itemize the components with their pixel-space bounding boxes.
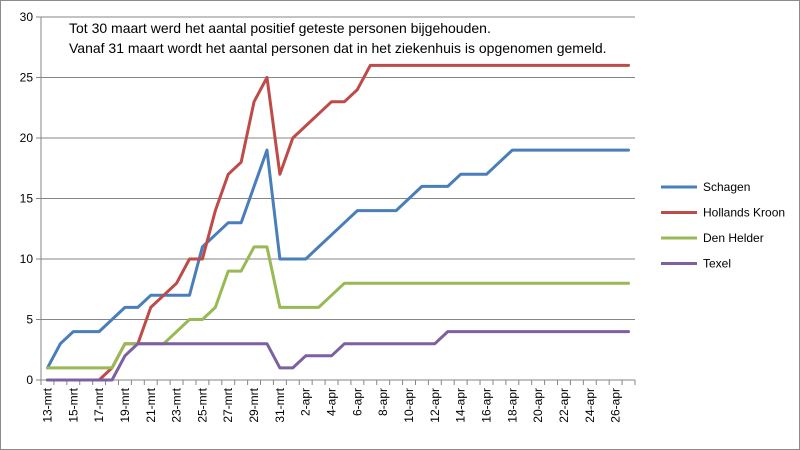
y-axis-ticks: 0 5 10 15 20 25 30	[20, 10, 41, 387]
annotation-line-2: Vanaf 31 maart wordt het aantal personen…	[69, 40, 607, 56]
y-tick-label: 10	[20, 252, 34, 266]
x-tick-label: 4-apr	[325, 388, 339, 416]
gridlines	[41, 16, 635, 320]
x-tick-label: 2-apr	[299, 388, 313, 416]
x-tick-label: 10-apr	[402, 388, 416, 423]
x-tick-label: 15-mrt	[66, 387, 80, 422]
x-tick-label: 18-apr	[505, 388, 519, 423]
x-tick-label: 24-apr	[583, 388, 597, 423]
x-tick-label: 25-mrt	[195, 387, 209, 422]
x-tick-label: 8-apr	[376, 388, 390, 416]
x-tick-label: 27-mrt	[221, 387, 235, 422]
series-line-0	[45, 148, 631, 370]
legend: Schagen Hollands Kroon Den Helder Texel	[661, 180, 785, 271]
x-tick-label: 17-mrt	[92, 387, 106, 422]
y-tick-label: 5	[26, 313, 33, 327]
annotation: Tot 30 maart werd het aantal positief ge…	[69, 20, 607, 56]
y-tick-label: 20	[20, 131, 34, 145]
y-tick-label: 0	[26, 373, 33, 387]
y-tick-label: 30	[20, 10, 34, 24]
x-tick-label: 13-mrt	[40, 387, 54, 422]
x-tick-label: 31-mrt	[273, 387, 287, 422]
legend-label: Schagen	[703, 180, 750, 194]
x-tick-label: 22-apr	[557, 388, 571, 423]
x-axis-ticks: 13-mrt 15-mrt 17-mrt 19-mrt 21-mrt 23-mrt 25-m…	[40, 380, 636, 423]
x-tick-label: 16-apr	[480, 388, 494, 423]
y-tick-label: 15	[20, 192, 34, 206]
annotation-line-1: Tot 30 maart werd het aantal positief ge…	[69, 20, 491, 36]
x-tick-label: 14-apr	[454, 388, 468, 423]
series-lines	[45, 63, 631, 382]
legend-label: Hollands Kroon	[703, 206, 785, 220]
x-tick-label: 19-mrt	[118, 387, 132, 422]
series-line-1	[45, 63, 631, 382]
x-tick-label: 12-apr	[428, 388, 442, 423]
x-tick-label: 26-apr	[609, 388, 623, 423]
x-tick-label: 20-apr	[531, 388, 545, 423]
series-line-3	[45, 330, 631, 382]
legend-label: Den Helder	[703, 231, 764, 245]
legend-label: Texel	[703, 257, 731, 271]
x-tick-label: 29-mrt	[247, 387, 261, 422]
y-tick-label: 25	[20, 71, 34, 85]
x-tick-label: 6-apr	[350, 388, 364, 416]
x-tick-label: 23-mrt	[170, 387, 184, 422]
x-tick-label: 21-mrt	[144, 387, 158, 422]
